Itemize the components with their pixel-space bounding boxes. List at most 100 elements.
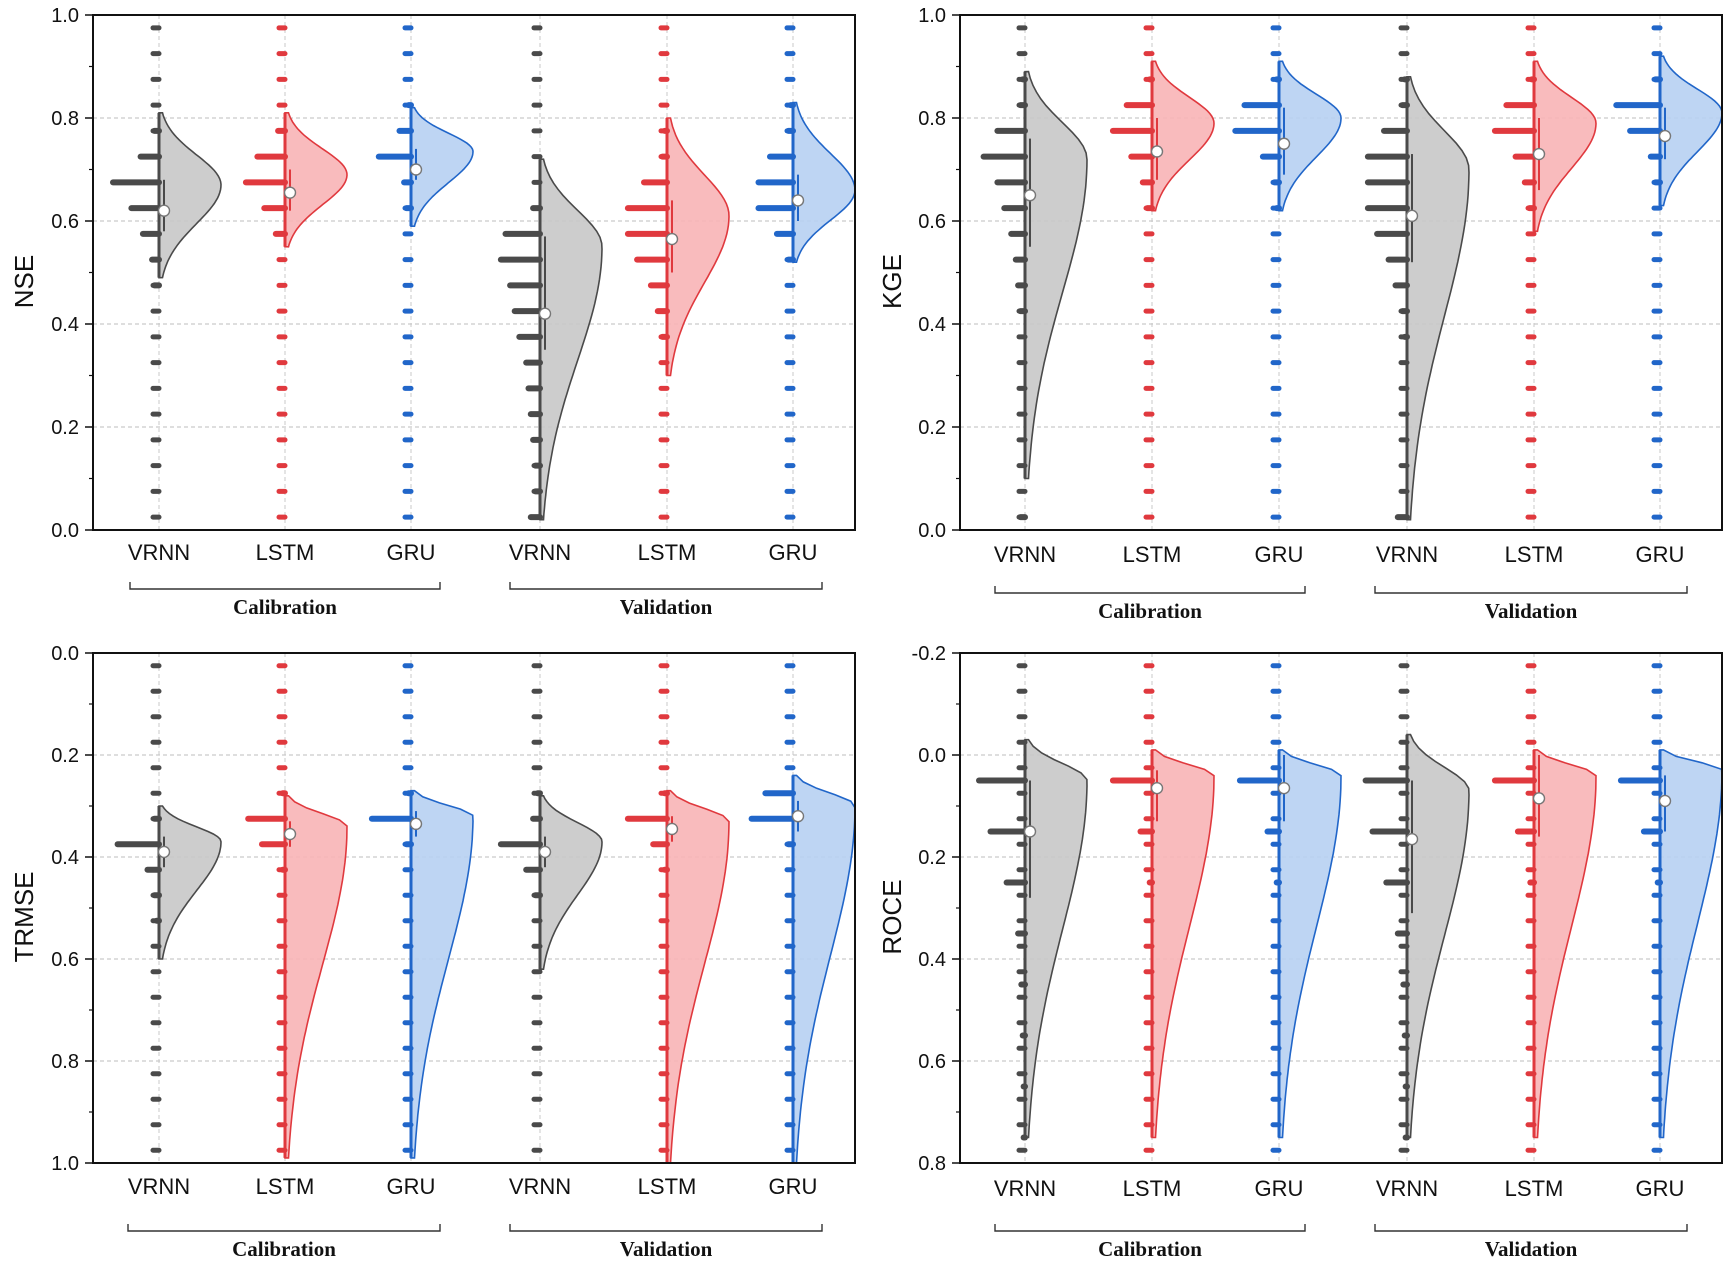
x-tick-label: LSTM (1505, 1176, 1564, 1201)
group-bracket (994, 586, 1306, 594)
y-tick-label: 0.8 (918, 108, 946, 130)
y-tick-label: 0.4 (918, 314, 946, 336)
x-tick-label: GRU (1636, 1176, 1685, 1201)
violin-shape (1533, 749, 1597, 1139)
series-lstm-validation (624, 663, 730, 1164)
series-vrnn-validation (1364, 25, 1470, 521)
plot-frame (959, 14, 1723, 531)
series-vrnn-validation (1362, 663, 1470, 1153)
y-tick-label: 1.0 (918, 5, 946, 27)
mean-marker (1532, 147, 1546, 161)
violin-shape (1659, 55, 1723, 207)
y-tick-label: 0.4 (51, 314, 79, 336)
group-label: Validation (1485, 599, 1578, 623)
violin-shape (666, 117, 730, 377)
y-axis-title: TRMSE (9, 872, 39, 963)
violin-shape (158, 805, 222, 960)
violin-shape (666, 789, 730, 1164)
y-tick-label: 0.2 (918, 847, 946, 869)
x-tick-label: LSTM (1123, 542, 1182, 567)
y-tick-label: 0.6 (918, 1051, 946, 1073)
y-tick-label: 0.6 (918, 211, 946, 233)
y-tick-label: 0.6 (51, 949, 79, 971)
mean-marker (1277, 781, 1291, 795)
mean-marker (1277, 137, 1291, 150)
series-lstm-calibration (245, 663, 348, 1159)
y-tick-label: 0.0 (918, 520, 946, 542)
x-tick-label: VRNN (128, 1174, 190, 1199)
violin-shape (158, 111, 222, 279)
mean-marker (1150, 145, 1164, 158)
mean-marker (538, 307, 552, 320)
series-gru-validation (755, 25, 856, 520)
violin-shape (284, 795, 348, 1159)
series-lstm-calibration (242, 25, 348, 520)
violin-shape (1278, 60, 1342, 212)
y-axis-title: ROCE (877, 879, 907, 954)
x-tick-label: VRNN (1376, 1176, 1438, 1201)
violin-shape (1406, 76, 1470, 521)
y-tick-label: 0.2 (51, 417, 79, 439)
group-bracket (1374, 1224, 1688, 1232)
mean-marker (1023, 825, 1037, 838)
y-tick-label: 0.4 (51, 847, 79, 869)
y-tick-label: 0.4 (918, 949, 946, 971)
mean-marker (1405, 832, 1419, 846)
group-bracket (994, 1224, 1306, 1232)
x-tick-label: VRNN (128, 540, 190, 565)
series-gru-validation (748, 663, 856, 1164)
group-label: Calibration (233, 595, 337, 619)
mean-marker (1150, 781, 1164, 795)
series-gru-validation (1617, 663, 1723, 1153)
y-tick-label: 0.0 (918, 745, 946, 767)
group-bracket (509, 582, 823, 590)
group-label: Calibration (1098, 1237, 1202, 1261)
y-tick-label: 0.2 (918, 417, 946, 439)
violin-shape (410, 106, 474, 228)
violin-shape (1151, 749, 1215, 1139)
group-label: Validation (620, 595, 713, 619)
violin-shape (539, 795, 603, 970)
violin-shape (1278, 749, 1342, 1139)
plot-frame (92, 652, 856, 1164)
y-axis-title: KGE (877, 254, 907, 309)
x-tick-label: LSTM (638, 540, 697, 565)
chart-panel-kge: 0.0 0.2 0.4 0.6 0.8 1.0 KGE VRNN LSTM GRU VRNN LSTM… (877, 5, 1723, 623)
y-tick-label: -0.2 (912, 643, 946, 665)
violin-shape (1151, 60, 1215, 212)
series-gru-calibration (368, 663, 474, 1159)
group-bracket (1374, 586, 1688, 594)
series-vrnn-calibration (980, 25, 1088, 521)
mean-marker (1532, 792, 1546, 805)
violin-shape (410, 789, 474, 1159)
group-label: Validation (620, 1237, 713, 1261)
group-label: Calibration (232, 1237, 336, 1261)
mean-marker (1405, 209, 1419, 223)
violin-shape (1406, 733, 1470, 1139)
x-tick-label: LSTM (1505, 542, 1564, 567)
violin-shape (1024, 738, 1088, 1139)
x-tick-label: VRNN (994, 542, 1056, 567)
series-gru-calibration (1236, 663, 1342, 1153)
mean-marker (157, 845, 171, 859)
mean-marker (791, 194, 805, 207)
mean-marker (538, 845, 552, 859)
y-tick-label: 0.0 (51, 643, 79, 665)
chart-panel-nse: 0.0 0.2 0.4 0.6 0.8 1.0 NSE VRNN LSTM GRU VRNN LSTM… (9, 5, 856, 619)
mean-marker (409, 163, 423, 176)
series-lstm-calibration (1109, 663, 1215, 1153)
mean-marker (283, 827, 297, 841)
series-vrnn-calibration (114, 663, 222, 1153)
series-lstm-validation (624, 25, 730, 520)
mean-marker (1658, 794, 1672, 808)
plot-frame (959, 652, 1723, 1164)
x-tick-label: VRNN (509, 540, 571, 565)
series-gru-validation (1613, 25, 1723, 520)
x-tick-label: GRU (387, 1174, 436, 1199)
group-label: Validation (1485, 1237, 1578, 1261)
violin-shape (792, 774, 856, 1164)
y-axis-title: NSE (9, 255, 39, 308)
y-tick-label: 0.8 (51, 1051, 79, 1073)
violin-shape (539, 158, 603, 521)
